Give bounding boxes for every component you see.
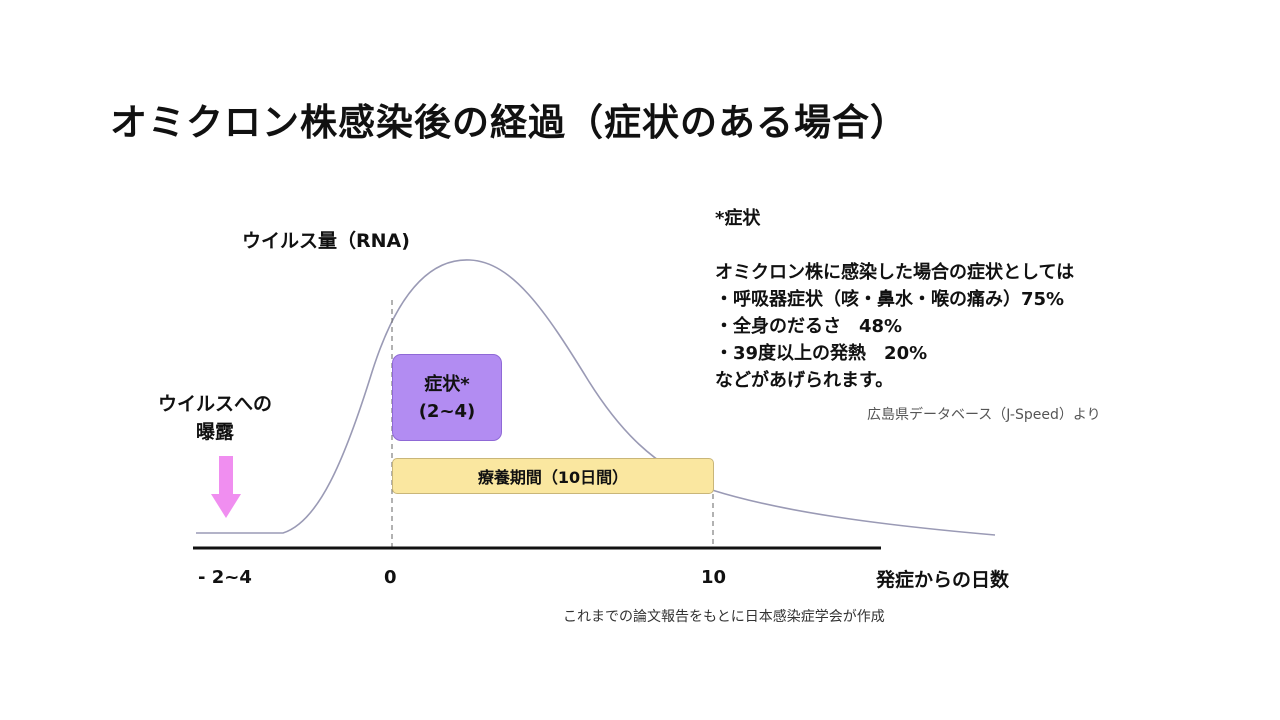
viral-load-label: ウイルス量（RNA) — [242, 230, 410, 252]
notes-item-fever: ・39度以上の発熱 20% — [715, 343, 928, 364]
symptom-box-title: 症状* — [424, 373, 470, 395]
notes-intro: オミクロン株に感染した場合の症状としては — [715, 262, 1075, 283]
symptom-period-box: 症状* (2~4) — [392, 354, 502, 441]
exposure-label: ウイルスへの 曝露 — [158, 390, 272, 446]
viral-load-curve — [196, 259, 996, 536]
notes-item-fatigue: ・全身のだるさ 48% — [715, 316, 903, 337]
tick-label-ten: 10 — [701, 567, 727, 588]
exposure-arrow — [211, 456, 241, 518]
recovery-period-label: 療養期間（10日間） — [477, 468, 629, 487]
diagram-source-note: これまでの論文報告をもとに日本感染症学会が作成 — [563, 609, 885, 625]
notes-item-respiratory: ・呼吸器症状（咳・鼻水・喉の痛み）75% — [715, 289, 1065, 310]
symptom-notes: *症状 オミクロン株に感染した場合の症状としては ・呼吸器症状（咳・鼻水・喉の痛… — [715, 205, 1074, 394]
symptom-box-range: (2~4) — [418, 400, 476, 422]
exposure-label-line1: ウイルスへの — [158, 393, 273, 415]
recovery-period-bar: 療養期間（10日間） — [392, 458, 714, 494]
notes-heading: *症状 — [715, 208, 761, 229]
notes-source: 広島県データベース（J-Speed）より — [867, 407, 1101, 423]
exposure-label-line2: 曝露 — [196, 421, 235, 443]
tick-label-zero: 0 — [384, 567, 397, 588]
x-axis-title: 発症からの日数 — [876, 569, 1010, 591]
tick-label-exposure: - 2~4 — [198, 567, 252, 588]
notes-closing: などがあげられます。 — [715, 370, 894, 391]
page-title: オミクロン株感染後の経過（症状のある場合） — [110, 101, 908, 144]
